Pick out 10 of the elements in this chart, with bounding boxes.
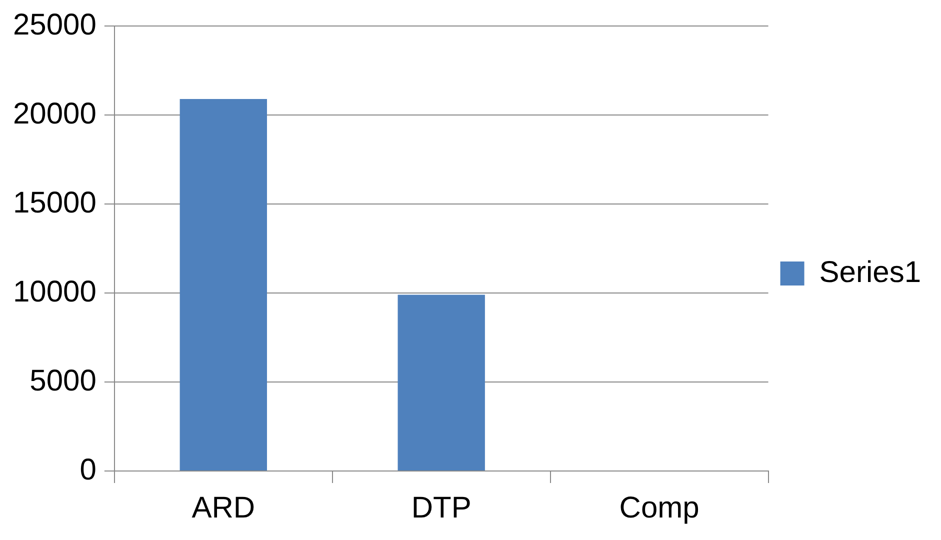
x-tick-label: Comp [619, 491, 700, 524]
x-tick-label: DTP [411, 491, 472, 524]
y-tick-label: 10000 [12, 275, 96, 308]
y-tick-label: 15000 [12, 186, 96, 220]
x-tick-label: ARD [192, 491, 256, 524]
y-tick-label: 25000 [12, 8, 96, 42]
y-tick-label: 5000 [30, 364, 96, 398]
y-tick-label: 20000 [12, 97, 96, 130]
legend-label: Series1 [819, 256, 921, 289]
y-tick-label: 0 [80, 453, 96, 486]
